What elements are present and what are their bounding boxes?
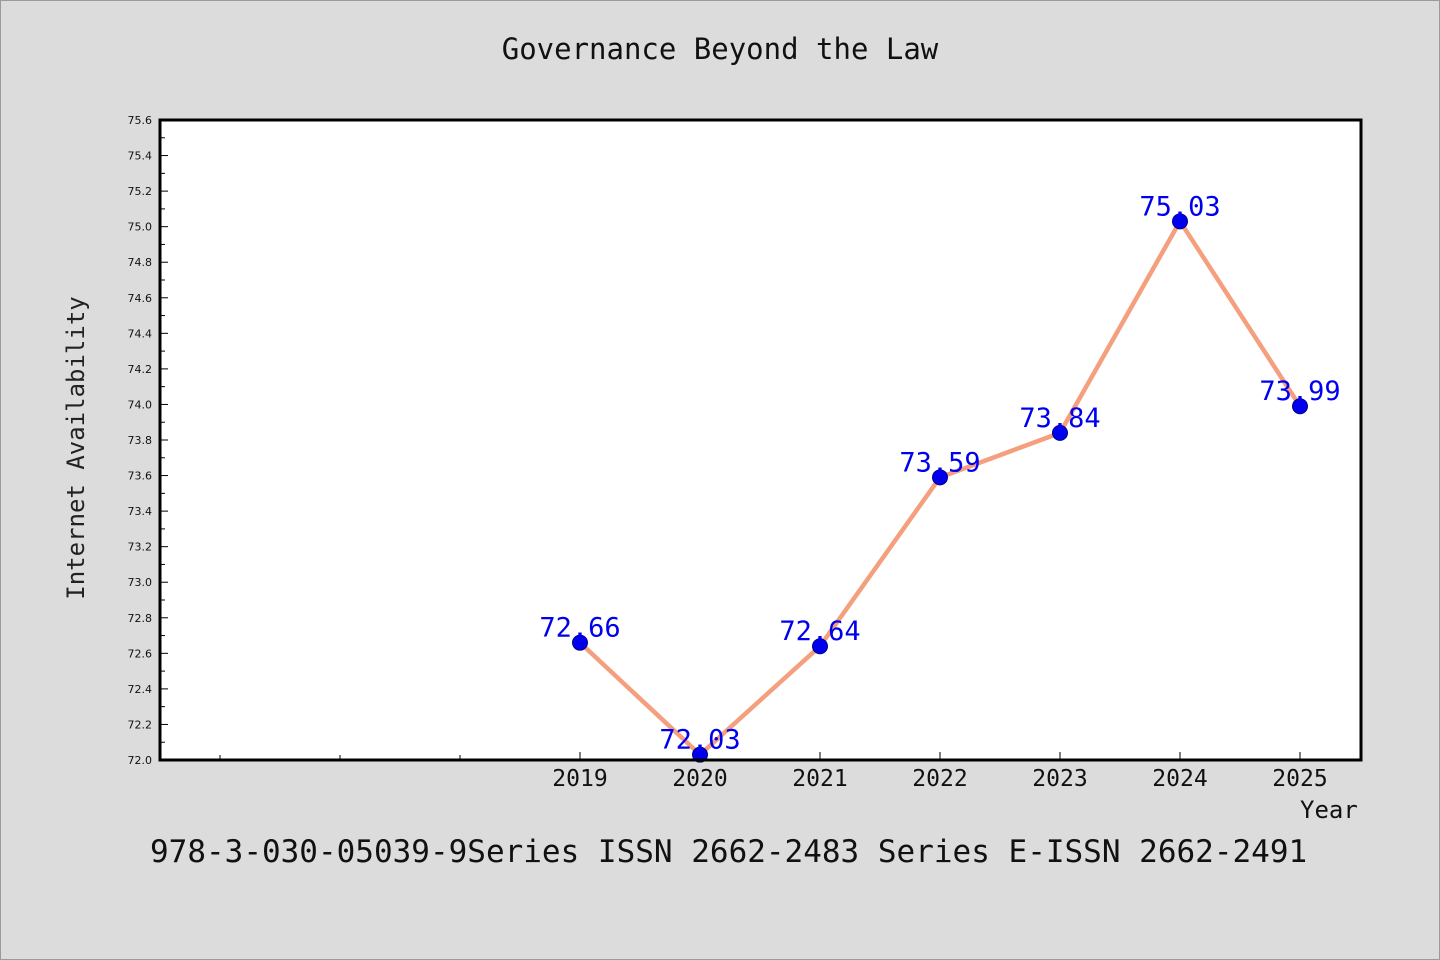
y-tick-label: 74.8	[128, 256, 153, 269]
data-point	[692, 746, 708, 763]
y-axis: 72.0 72.2 72.4 72.6 72.8 73.0 73.2 73.4 73.6 73.8…	[128, 114, 168, 767]
y-tick-label: 74.4	[128, 327, 153, 340]
footer-text: 978-3-030-05039-9Series ISSN 2662-2483 S…	[150, 834, 1308, 870]
y-tick-label: 73.6	[128, 470, 153, 483]
chart-title: Governance Beyond the Law	[501, 32, 939, 66]
x-tick-label: 2020	[672, 766, 727, 792]
data-label: 72.03	[659, 725, 740, 756]
y-tick-label: 74.6	[128, 292, 153, 305]
y-tick-label: 74.0	[128, 398, 153, 411]
plot-area	[160, 120, 1361, 760]
data-point	[1052, 424, 1068, 441]
data-point	[572, 634, 588, 651]
x-tick-label: 2022	[912, 766, 967, 792]
data-label: 72.66	[539, 613, 620, 644]
x-tick-label: 2024	[1152, 766, 1207, 792]
y-tick-label: 73.4	[128, 505, 153, 518]
x-axis: 2019 2020 2021 2022 2023 2024 2025	[219, 752, 1328, 792]
y-tick-label: 73.8	[128, 434, 153, 447]
data-label-group: 72.66 72.03 72.64 73.59 73.84 75.03 73.99	[539, 191, 1340, 755]
y-tick-label: 73.2	[128, 541, 153, 554]
y-tick-label: 72.6	[128, 647, 153, 660]
y-tick-label: 72.0	[128, 754, 153, 767]
x-tick-label: 2021	[792, 766, 847, 792]
x-axis-label: Year	[1300, 796, 1358, 824]
y-tick-label: 75.0	[128, 221, 153, 234]
y-tick-label: 75.2	[128, 185, 153, 198]
y-tick-label: 72.4	[128, 683, 153, 696]
y-tick-label: 74.2	[128, 363, 153, 376]
x-tick-label: 2019	[552, 766, 607, 792]
plot-frame	[158, 118, 1363, 762]
data-label: 73.99	[1259, 376, 1340, 407]
y-tick-label: 75.6	[128, 114, 153, 127]
series-group	[572, 213, 1308, 763]
y-tick-label: 73.0	[128, 576, 153, 589]
x-tick-label: 2025	[1272, 766, 1327, 792]
data-label: 73.84	[1019, 403, 1100, 434]
data-point	[1292, 398, 1308, 415]
x-tick-label: 2023	[1032, 766, 1087, 792]
data-point	[812, 638, 828, 655]
y-tick-label: 75.4	[128, 150, 153, 163]
data-point	[932, 469, 948, 486]
y-tick-label: 72.2	[128, 718, 153, 731]
y-tick-label: 72.8	[128, 612, 153, 625]
data-label: 75.03	[1139, 191, 1220, 222]
data-point	[1172, 213, 1188, 230]
data-label: 73.59	[899, 447, 980, 478]
data-label: 72.64	[779, 616, 860, 647]
